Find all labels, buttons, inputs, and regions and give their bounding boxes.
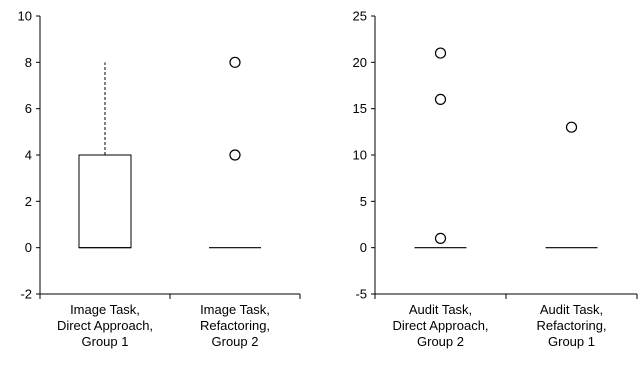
y-tick-label: 6 bbox=[25, 101, 32, 116]
x-category-label: Image Task, Refactoring, Group 2 bbox=[200, 302, 270, 349]
outlier-point bbox=[434, 232, 447, 244]
y-tick-label: 15 bbox=[353, 101, 367, 116]
y-tick-label: -5 bbox=[355, 287, 367, 302]
y-tick-label: 0 bbox=[360, 240, 367, 255]
y-tick-label: 10 bbox=[18, 9, 32, 24]
box-series-1 bbox=[414, 47, 467, 249]
y-tick-label: 5 bbox=[360, 194, 367, 209]
outlier-point bbox=[229, 56, 241, 68]
x-category-label-line: Group 1 bbox=[548, 334, 595, 349]
box-series-1 bbox=[78, 62, 132, 249]
box-series-2 bbox=[545, 121, 598, 249]
x-category-label-line: Image Task, bbox=[70, 302, 140, 317]
x-category-label-line: Audit Task, bbox=[409, 302, 472, 317]
x-category-label-line: Refactoring, bbox=[536, 318, 606, 333]
outlier-point bbox=[434, 47, 447, 59]
x-category-label: Image Task, Direct Approach, Group 1 bbox=[57, 302, 153, 349]
x-category-label-line: Group 2 bbox=[417, 334, 464, 349]
y-tick-label: 10 bbox=[353, 148, 367, 163]
outlier-point bbox=[565, 121, 578, 133]
x-category-label-line: Image Task, bbox=[200, 302, 270, 317]
x-category-label-line: Direct Approach, bbox=[392, 318, 488, 333]
y-tick-label: 20 bbox=[353, 55, 367, 70]
x-category-label-line: Group 1 bbox=[82, 334, 129, 349]
y-tick-label: 25 bbox=[353, 9, 367, 24]
x-category-label-line: Direct Approach, bbox=[57, 318, 153, 333]
y-tick-label: 8 bbox=[25, 55, 32, 70]
y-tick-label: 2 bbox=[25, 194, 32, 209]
outlier-point bbox=[434, 93, 447, 106]
x-category-label-line: Audit Task, bbox=[540, 302, 603, 317]
outlier-point bbox=[229, 149, 241, 161]
box-series-2 bbox=[209, 56, 261, 249]
box-rect bbox=[78, 154, 132, 249]
y-tick-label: -2 bbox=[20, 287, 32, 302]
x-category-label-line: Refactoring, bbox=[200, 318, 270, 333]
y-tick-label: 0 bbox=[25, 240, 32, 255]
y-tick-label: 4 bbox=[25, 148, 32, 163]
x-category-label: Audit Task, Refactoring, Group 1 bbox=[536, 302, 606, 349]
x-category-label-line: Group 2 bbox=[212, 334, 259, 349]
x-category-label: Audit Task, Direct Approach, Group 2 bbox=[392, 302, 488, 349]
